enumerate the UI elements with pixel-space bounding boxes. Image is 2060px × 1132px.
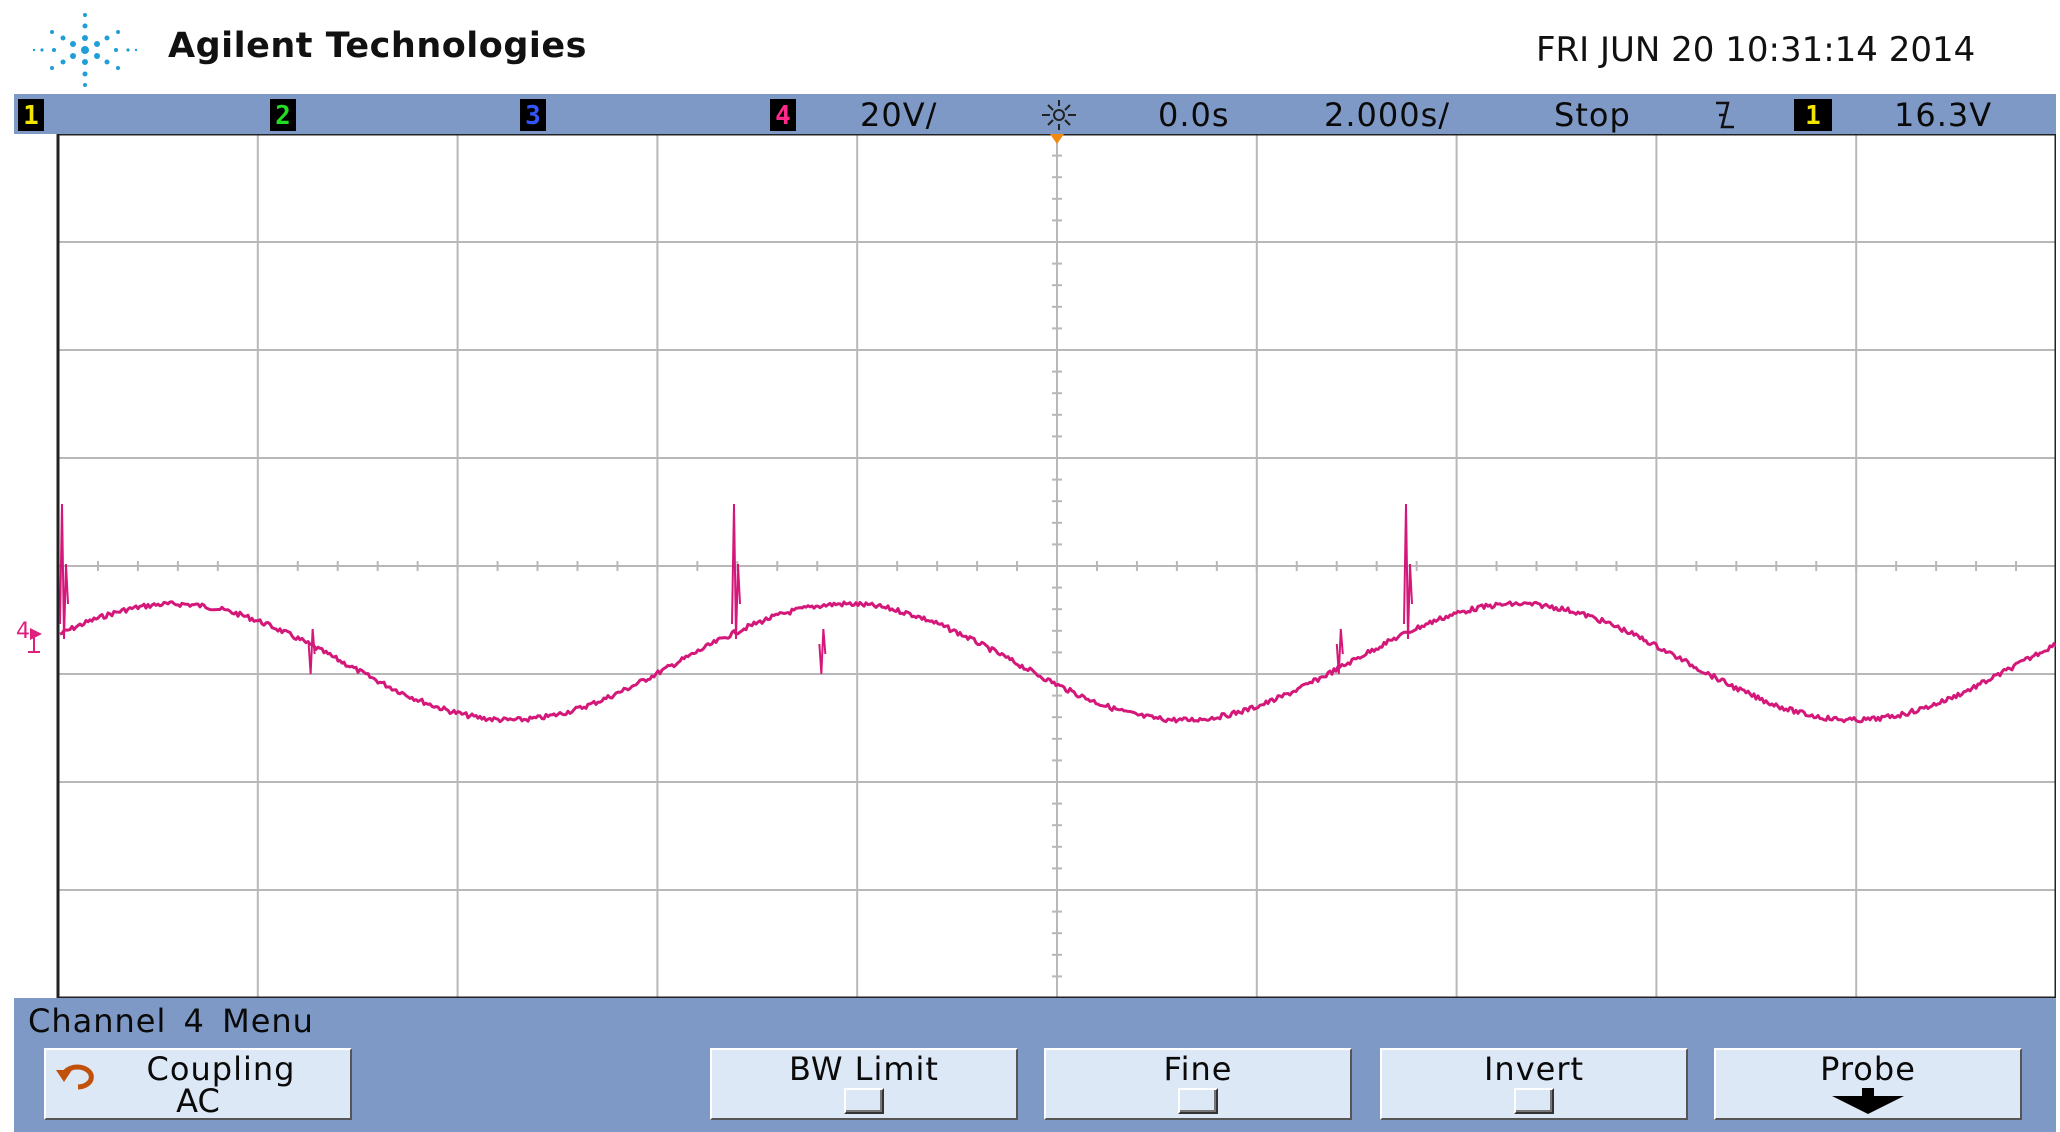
- falling-edge-icon: [1716, 101, 1734, 129]
- channel-1-indicator[interactable]: 1: [18, 99, 44, 131]
- timebase-readout: 2.000s/: [1324, 96, 1451, 134]
- channel-4-trace: [59, 600, 2056, 724]
- probe-label: Probe: [1820, 1050, 1916, 1088]
- trigger-level: 16.3V: [1894, 96, 1993, 134]
- run-stop-sun-icon: [1042, 100, 1076, 130]
- invert-checkbox[interactable]: [1514, 1088, 1554, 1114]
- top-header: Agilent Technologies FRI JUN 20 10:31:14…: [0, 0, 2060, 92]
- coupling-softkey[interactable]: Coupling AC: [44, 1048, 352, 1120]
- ground-marker[interactable]: 4: [16, 619, 42, 653]
- ground-marker-label: 4: [16, 619, 30, 644]
- status-bar: 1 2 3 4 20V/ 0.0s 2.000s/ Stop 1 16.3V: [14, 94, 2056, 134]
- glitch-spike: [1335, 628, 1344, 675]
- coupling-label: Coupling: [146, 1050, 296, 1088]
- bw-limit-label: BW Limit: [789, 1050, 939, 1088]
- bw-limit-checkbox[interactable]: [844, 1088, 884, 1114]
- switching-spike: [731, 503, 741, 640]
- waveform-display[interactable]: 4: [14, 134, 2056, 998]
- channel-2-indicator[interactable]: 2: [270, 99, 296, 131]
- trigger-source-indicator: 1: [1794, 99, 1832, 131]
- invert-label: Invert: [1483, 1050, 1585, 1088]
- date-time: FRI JUN 20 10:31:14 2014: [1536, 30, 1976, 70]
- fine-checkbox[interactable]: [1178, 1088, 1218, 1114]
- agilent-spark-logo-icon: [32, 13, 138, 87]
- channel-3-indicator[interactable]: 3: [520, 99, 546, 131]
- probe-softkey[interactable]: Probe: [1714, 1048, 2022, 1120]
- fine-softkey[interactable]: Fine: [1044, 1048, 1352, 1120]
- bw-limit-softkey[interactable]: BW Limit: [710, 1048, 1018, 1120]
- graticule: 4: [14, 134, 2056, 998]
- channel-4-indicator[interactable]: 4: [770, 99, 796, 131]
- rotate-arrow-icon: [56, 1064, 94, 1090]
- run-state: Stop: [1554, 96, 1631, 134]
- menu-title: Channel 4 Menu: [28, 1002, 314, 1040]
- down-arrow-icon: [1832, 1088, 1904, 1114]
- glitch-spike: [818, 628, 827, 675]
- coupling-value: AC: [176, 1082, 220, 1120]
- fine-label: Fine: [1163, 1050, 1233, 1088]
- switching-spike: [59, 503, 69, 640]
- trigger-position-marker: [1050, 134, 1064, 144]
- brand-name: Agilent Technologies: [168, 26, 587, 66]
- switching-spike: [1403, 503, 1413, 640]
- channel-4-scale: 20V/: [860, 96, 938, 134]
- glitch-spike: [307, 628, 316, 675]
- delay-readout: 0.0s: [1158, 96, 1230, 134]
- softkey-menu: Channel 4 Menu Coupling AC BW Limit Fine…: [14, 998, 2056, 1132]
- invert-softkey[interactable]: Invert: [1380, 1048, 1688, 1120]
